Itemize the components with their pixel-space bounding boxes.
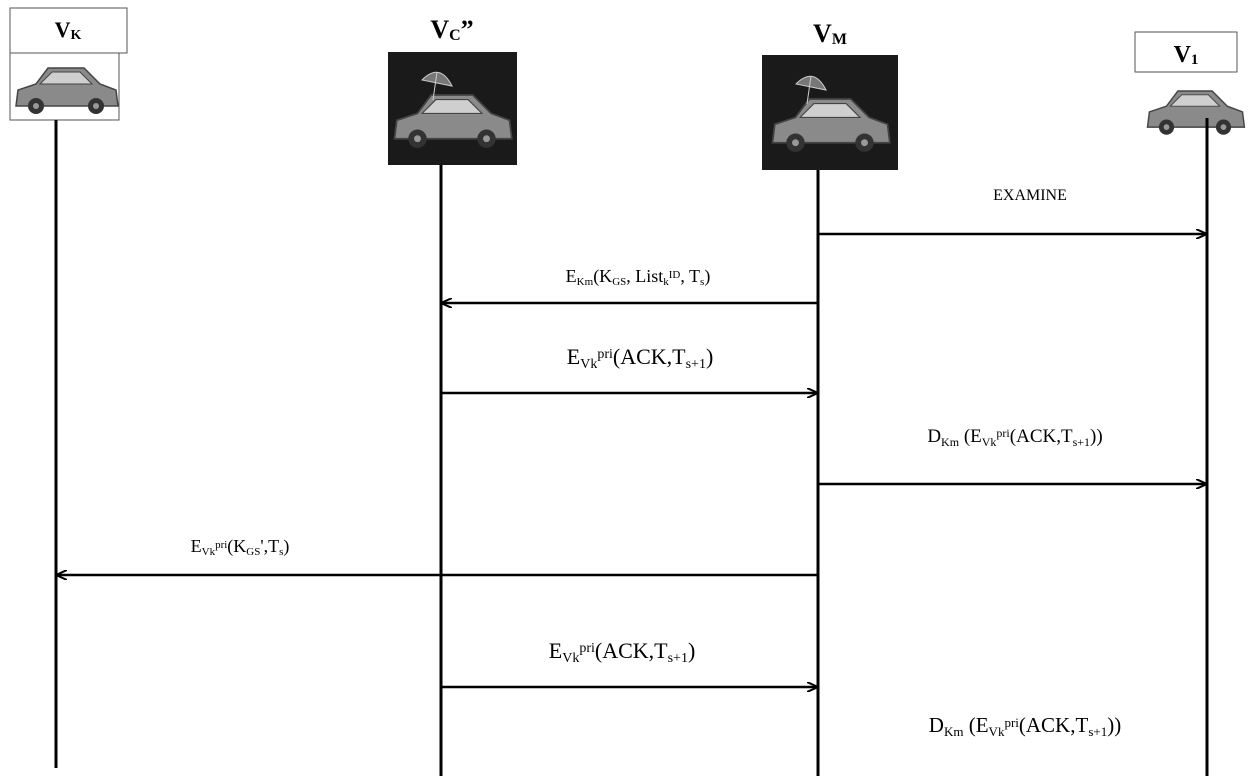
text-part: E xyxy=(191,536,202,556)
text-part: V xyxy=(202,546,210,558)
text-part: (ACK,T xyxy=(1010,426,1073,447)
text-part: (ACK,T xyxy=(1019,713,1089,737)
text-part: K xyxy=(577,276,585,288)
text-part: , T xyxy=(680,266,700,286)
text-part: ) xyxy=(706,344,713,369)
text-part: V xyxy=(982,435,991,449)
text-part: (E xyxy=(963,713,988,737)
text-part: s+1 xyxy=(1088,724,1107,739)
text-part: 1 xyxy=(1191,52,1199,68)
car-icon xyxy=(1148,91,1245,135)
participant-label: VM xyxy=(813,19,847,49)
text-part: m xyxy=(953,724,963,739)
text-part: )) xyxy=(1107,713,1121,737)
text-part: GS xyxy=(246,546,260,558)
text-part: V xyxy=(55,17,71,42)
text-part: D xyxy=(929,713,944,737)
text-part: pri xyxy=(215,539,227,551)
text-part: s+1 xyxy=(1073,435,1090,449)
text-part: ) xyxy=(283,536,289,557)
text-part: pri xyxy=(597,347,613,362)
text-part: E xyxy=(567,344,580,369)
text-part: GS xyxy=(612,276,626,288)
text-part: k xyxy=(572,651,579,666)
text-part: E xyxy=(549,638,562,663)
text-part: V xyxy=(562,651,572,666)
text-part: K xyxy=(941,435,950,449)
text-part: )) xyxy=(1090,426,1103,447)
message-label: EKm(KGS, ListkID, Ts) xyxy=(566,266,711,288)
message-label: DKm (EVkpri(ACK,Ts+1)) xyxy=(927,426,1102,449)
text-part: pri xyxy=(579,641,595,656)
text-part: D xyxy=(927,426,941,447)
text-part: ) xyxy=(688,638,695,663)
text-part: pri xyxy=(996,426,1010,440)
text-part: (K xyxy=(593,266,612,287)
text-part: K xyxy=(71,28,82,43)
text-part: V xyxy=(813,19,832,48)
text-part: M xyxy=(832,31,847,48)
text-part: EXAMINE xyxy=(993,187,1067,204)
text-part: ” xyxy=(461,15,474,44)
message-label: EVkpri(ACK,Ts+1) xyxy=(549,638,696,666)
text-part: (ACK,T xyxy=(595,638,668,663)
participant-label: VC” xyxy=(430,15,473,45)
message-label: EXAMINE xyxy=(993,187,1067,204)
text-part: , List xyxy=(626,266,663,286)
text-part: (E xyxy=(959,426,982,447)
message-label: DKm (EVkpri(ACK,Ts+1)) xyxy=(929,713,1121,739)
message-label: EVkpri(ACK,Ts+1) xyxy=(567,344,714,372)
text-part: E xyxy=(566,266,577,286)
text-part: ',T xyxy=(260,536,279,556)
text-part: s+1 xyxy=(668,651,688,666)
message-label: EVkpri(KGS',Ts) xyxy=(191,536,290,558)
text-part: V xyxy=(430,15,449,44)
text-part: s+1 xyxy=(686,357,706,372)
text-part: (ACK,T xyxy=(613,344,686,369)
text-part: ) xyxy=(704,266,710,287)
text-part: V xyxy=(580,357,590,372)
text-part: ID xyxy=(669,269,681,281)
text-part: C xyxy=(449,27,461,44)
sequence-diagram: VKVC”VMV1EXAMINEEKm(KGS, ListkID, Ts)EVk… xyxy=(0,0,1251,776)
text-part: pri xyxy=(1004,715,1019,730)
text-part: (K xyxy=(227,536,246,557)
text-part: k xyxy=(590,357,597,372)
text-part: V xyxy=(1174,42,1192,68)
